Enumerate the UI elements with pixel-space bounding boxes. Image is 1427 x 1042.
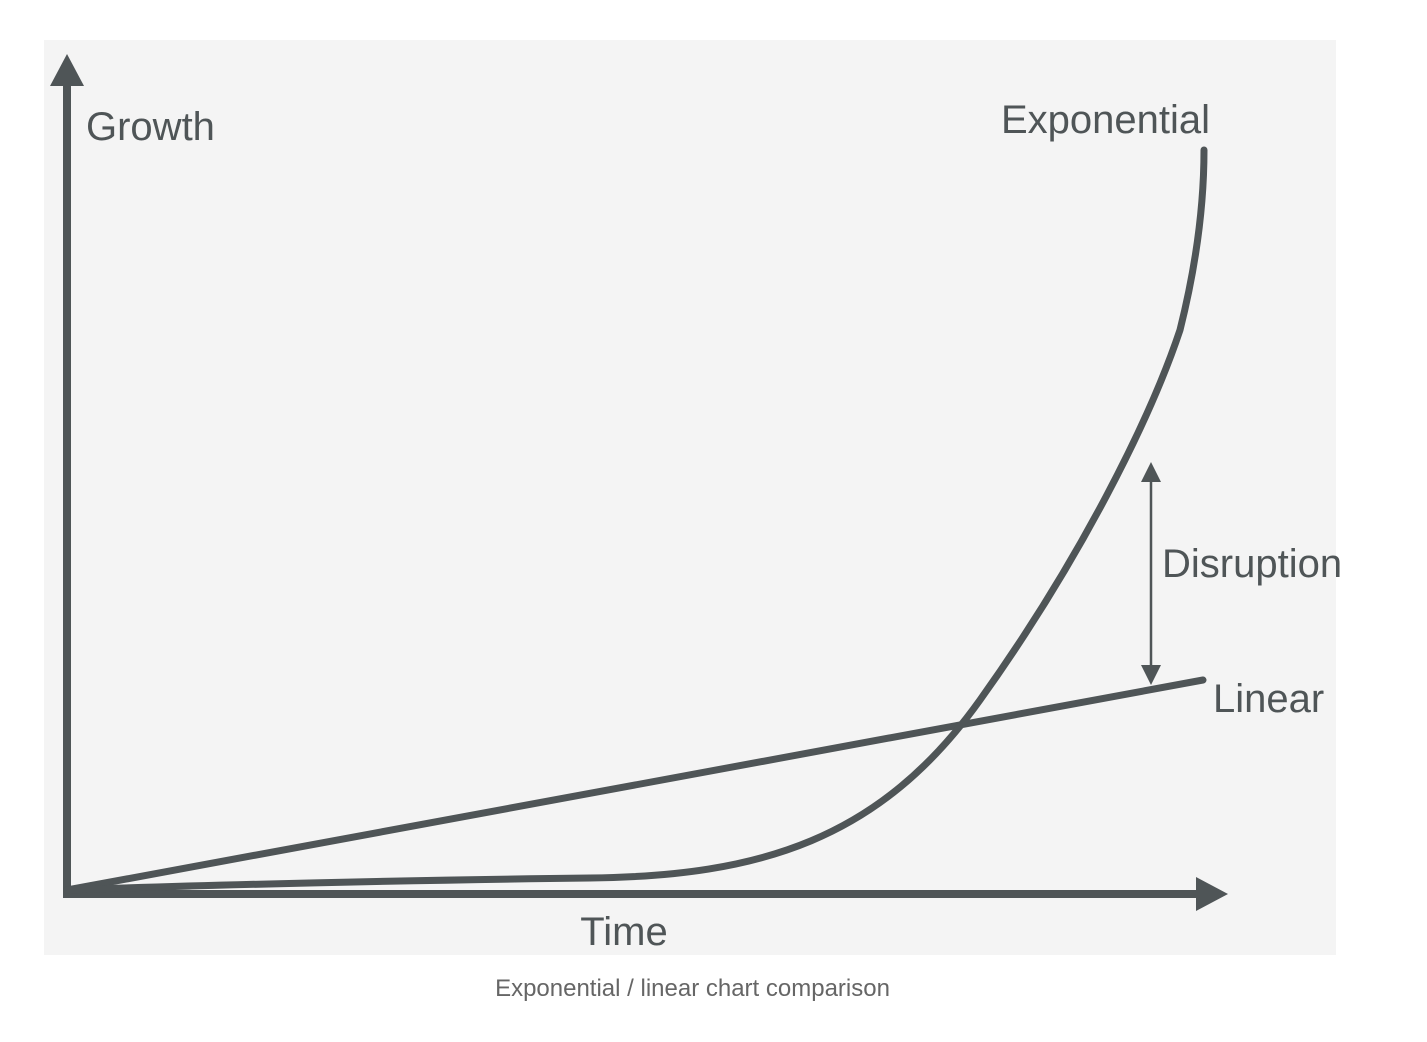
disruption-arrow-up-icon [1141, 462, 1161, 482]
y-axis-arrowhead [50, 54, 84, 86]
x-axis-label: Time [580, 910, 667, 954]
figure-caption: Exponential / linear chart comparison [495, 975, 890, 1002]
figure-background [44, 40, 1336, 955]
exponential-label: Exponential [1001, 98, 1210, 142]
disruption-label: Disruption [1162, 542, 1342, 586]
x-axis-arrowhead [1196, 877, 1228, 911]
exponential-curve [63, 146, 1208, 894]
linear-label: Linear [1213, 677, 1324, 721]
linear-line [63, 676, 1207, 894]
y-axis-label: Growth [86, 105, 215, 149]
disruption-arrow-down-icon [1141, 665, 1161, 685]
